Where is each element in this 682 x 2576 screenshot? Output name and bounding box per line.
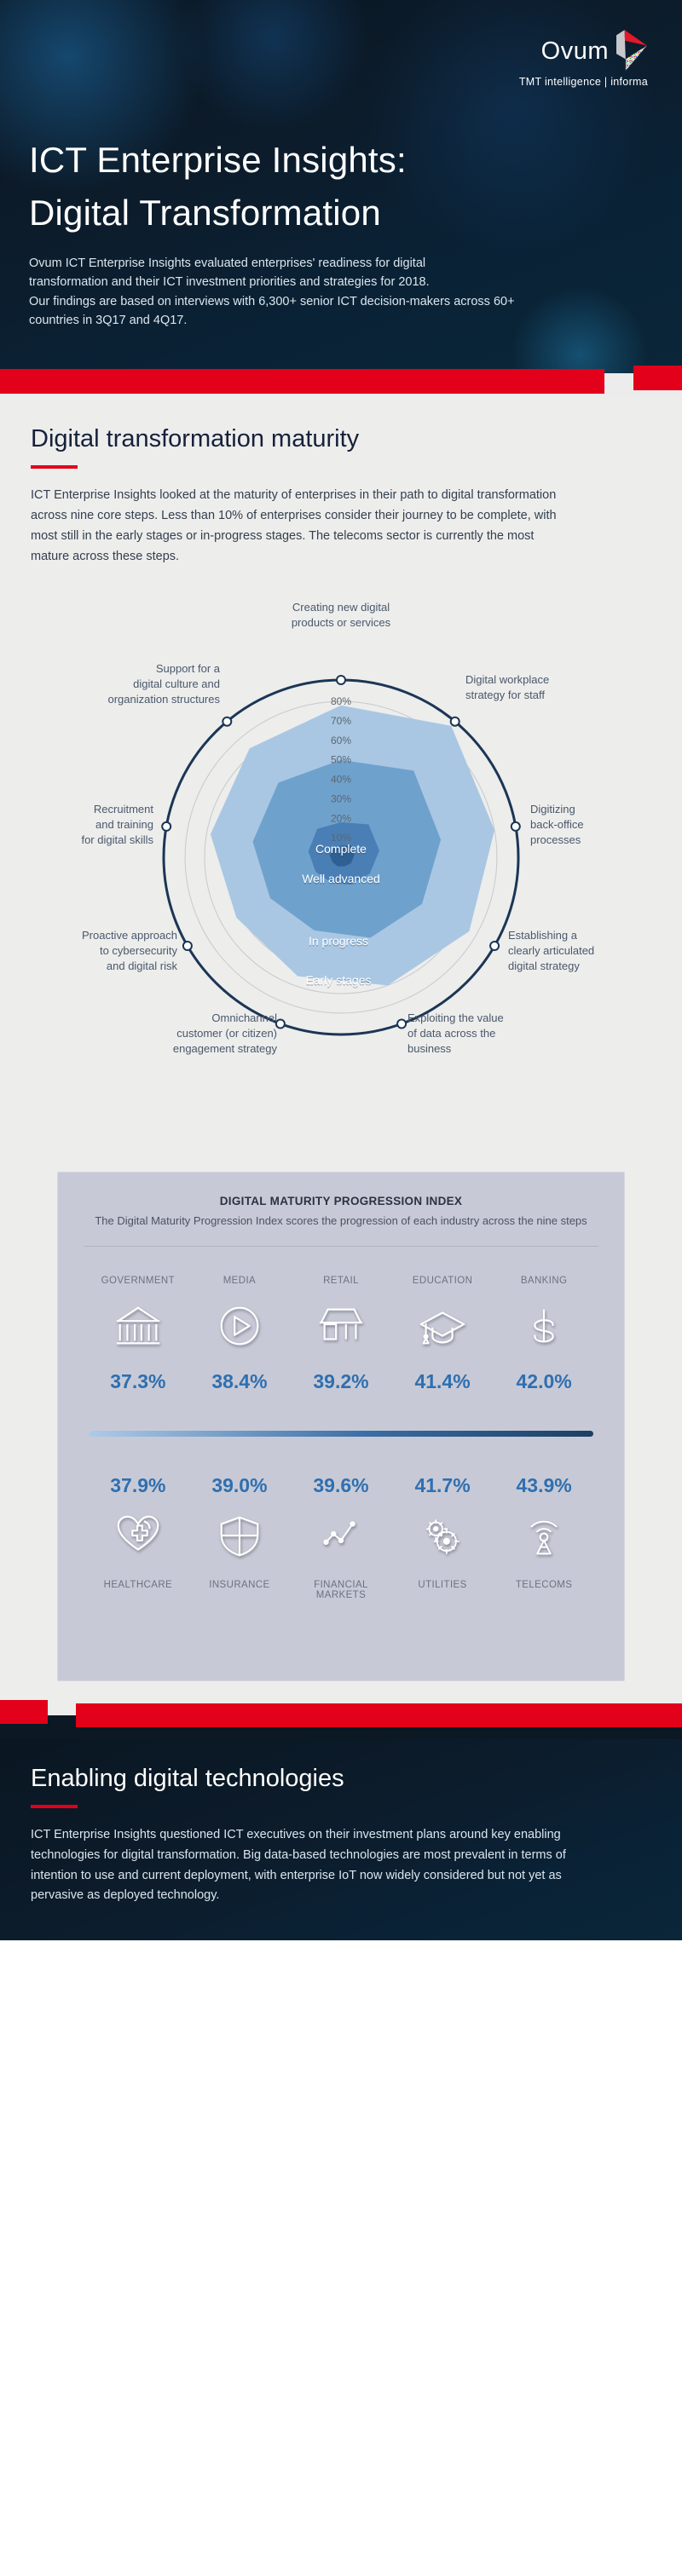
svg-text:80%: 80%: [331, 695, 351, 707]
svg-text:40%: 40%: [331, 773, 351, 785]
svg-text:70%: 70%: [331, 715, 351, 727]
svg-text:60%: 60%: [331, 735, 351, 746]
svg-text:20%: 20%: [331, 812, 351, 824]
svg-text:Complete: Complete: [315, 842, 367, 856]
svg-text:50%: 50%: [331, 753, 351, 765]
svg-text:Well advanced: Well advanced: [302, 872, 380, 885]
svg-text:30%: 30%: [331, 792, 351, 804]
svg-text:Early stages: Early stages: [305, 973, 371, 987]
svg-text:In progress: In progress: [309, 934, 368, 948]
